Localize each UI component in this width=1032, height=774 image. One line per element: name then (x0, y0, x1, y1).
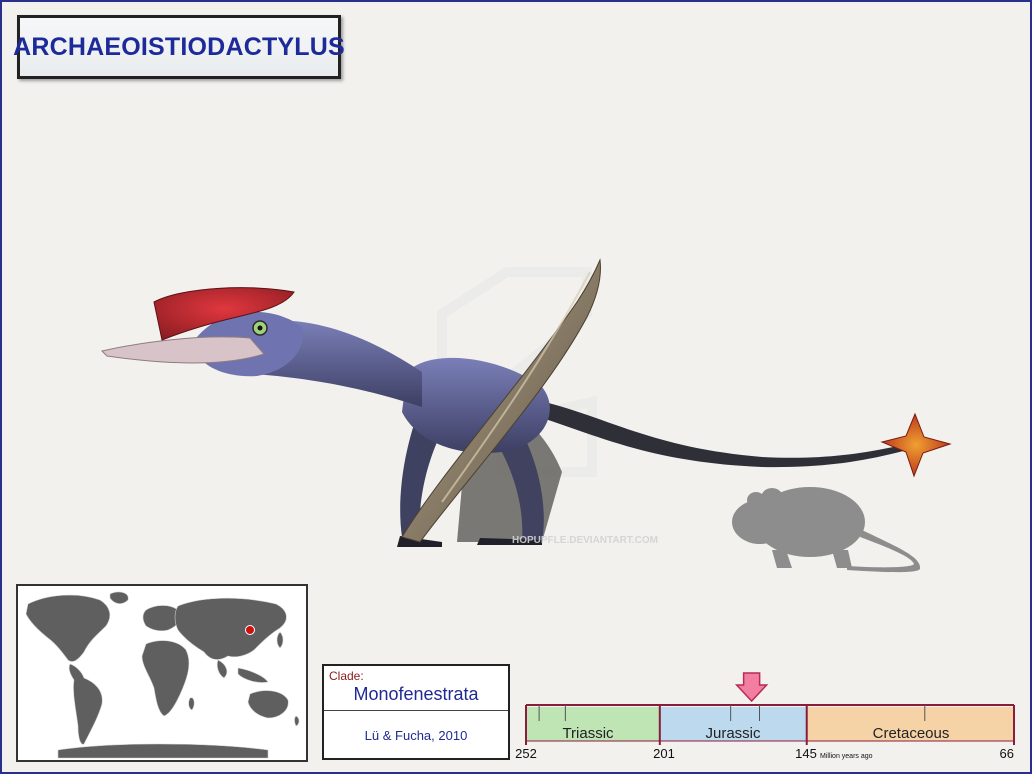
tail-vane (880, 412, 952, 478)
period-label-cretaceous: Cretaceous (873, 725, 950, 742)
mouse-silhouette-icon (732, 487, 921, 573)
watermark-text: HOPUPFLE.DEVIANTART.COM (512, 535, 658, 546)
tick-label-145: 145 (795, 746, 817, 761)
tick-label-66: 66 (1000, 746, 1014, 761)
tail (517, 397, 907, 468)
beak (101, 336, 265, 364)
feet (397, 536, 542, 547)
tick-label-201: 201 (653, 746, 675, 761)
clade-label: Clade: (329, 669, 364, 683)
clade-name: Monofenestrata (353, 684, 479, 704)
period-band-triassic (526, 707, 660, 741)
distribution-map (16, 584, 308, 762)
period-label-triassic: Triassic (562, 725, 614, 742)
clade-author: Lü & Fucha, 2010 (364, 728, 468, 743)
geologic-timeline: Triassic Jurassic Cretaceous 252 201 145… (515, 672, 1015, 761)
title-box: ARCHAEOISTIODACTYLUS (13, 15, 345, 79)
crest (153, 287, 295, 341)
clade-divider (324, 710, 508, 711)
world-map-icon (25, 591, 300, 759)
period-ticks (525, 705, 1015, 745)
tick-label-252: 252 (515, 746, 537, 761)
location-dot-icon (245, 625, 255, 635)
page-title: ARCHAEOISTIODACTYLUS (13, 32, 345, 61)
minor-ticks (538, 705, 926, 721)
hind-leg (502, 432, 544, 542)
period-bands (526, 707, 1014, 741)
arrow-down-icon (734, 672, 769, 703)
period-band-jurassic (659, 707, 807, 741)
timeline-unit: Million years ago (820, 753, 873, 760)
clade-box: Clade: Monofenestrata Lü & Fucha, 2010 (322, 664, 510, 760)
period-band-cretaceous (806, 707, 1014, 741)
folded-wing (401, 258, 601, 543)
body (402, 357, 550, 453)
period-label-jurassic: Jurassic (705, 725, 761, 742)
